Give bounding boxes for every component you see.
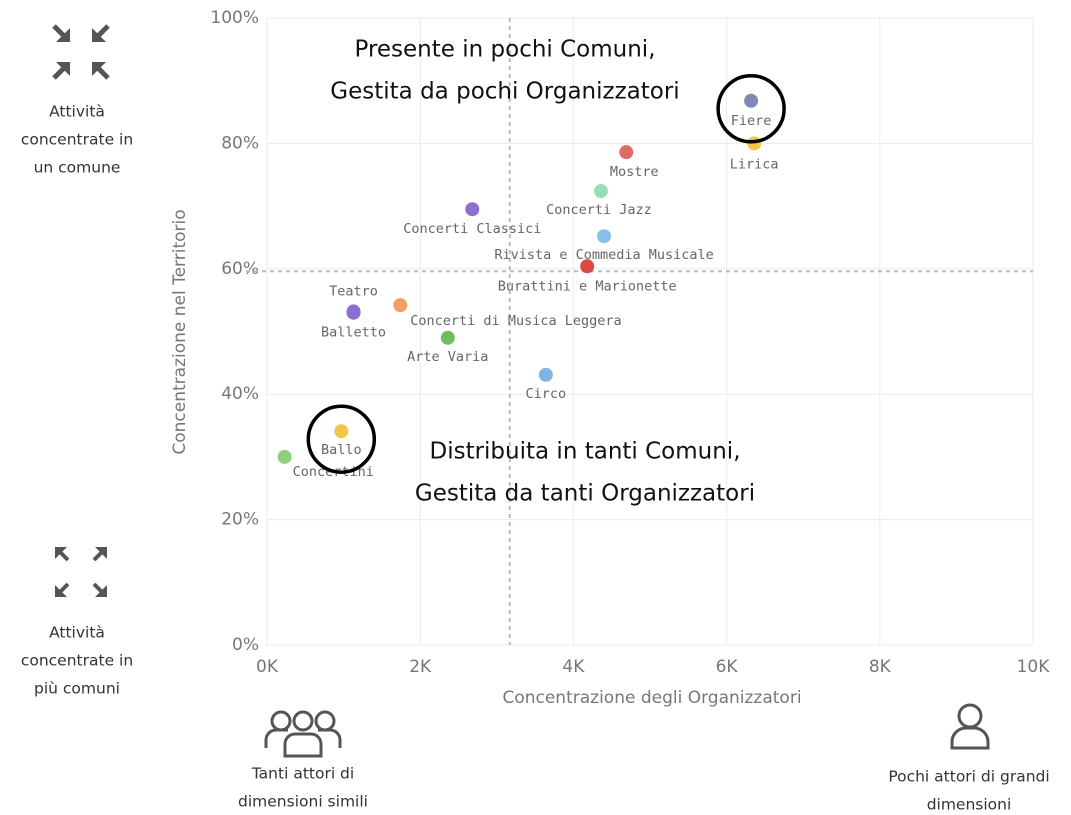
point bbox=[744, 93, 759, 108]
highlight-circle bbox=[716, 74, 786, 144]
point-label: Concerti di Musica Leggera bbox=[410, 313, 621, 329]
highlight-circle bbox=[306, 404, 377, 474]
point-label: Lirica bbox=[730, 156, 779, 172]
side-label: un comune bbox=[34, 159, 121, 177]
point-label: Balletto bbox=[321, 325, 386, 341]
y-tick-label: 60% bbox=[221, 259, 259, 279]
side-label: dimensioni simili bbox=[238, 793, 368, 811]
expand-icon bbox=[55, 547, 107, 597]
point bbox=[593, 184, 608, 199]
side-label: dimensioni bbox=[927, 796, 1012, 814]
y-tick-label: 0% bbox=[232, 635, 259, 655]
people-icon bbox=[264, 710, 342, 758]
x-tick-label: 4K bbox=[562, 657, 585, 677]
side-label: Attività bbox=[49, 624, 105, 642]
annotation: Distribuita in tanti Comuni, bbox=[429, 439, 740, 465]
point-label: Burattini e Marionette bbox=[498, 278, 677, 294]
point bbox=[619, 145, 634, 160]
x-tick-label: 6K bbox=[716, 657, 739, 677]
point-label: Circo bbox=[526, 386, 567, 402]
y-tick-label: 80% bbox=[221, 133, 259, 153]
point-label: Rivista e Commedia Musicale bbox=[494, 247, 713, 263]
y-tick-label: 100% bbox=[210, 8, 259, 28]
point-label: Concerti Jazz bbox=[546, 202, 652, 218]
x-tick-label: 10K bbox=[1017, 657, 1051, 677]
annotation: Presente in pochi Comuni, bbox=[354, 37, 655, 63]
side-label: Pochi attori di grandi bbox=[888, 768, 1049, 786]
point-label: Teatro bbox=[329, 283, 378, 299]
side-label: concentrate in bbox=[21, 131, 133, 149]
y-axis-title: Concentrazione nel Territorio bbox=[170, 209, 190, 454]
x-tick-label: 0K bbox=[256, 657, 279, 677]
point-label: Concerti Classici bbox=[403, 221, 541, 237]
side-label: Tanti attori di bbox=[251, 765, 354, 783]
point-label: Mostre bbox=[610, 164, 659, 180]
annotation: Gestita da tanti Organizzatori bbox=[415, 481, 755, 507]
point-label: Arte Varia bbox=[407, 349, 488, 365]
compress-icon bbox=[52, 24, 110, 80]
point bbox=[440, 330, 455, 345]
side-label: Attività bbox=[49, 103, 105, 121]
annotation: Gestita da pochi Organizzatori bbox=[330, 79, 679, 105]
point bbox=[346, 305, 361, 320]
x-tick-label: 2K bbox=[409, 657, 432, 677]
person-icon bbox=[950, 703, 990, 750]
point bbox=[597, 229, 612, 244]
point bbox=[277, 449, 292, 464]
side-label: concentrate in bbox=[21, 652, 133, 670]
point-label: Fiere bbox=[731, 113, 772, 129]
point bbox=[393, 298, 408, 313]
y-tick-label: 20% bbox=[221, 510, 259, 530]
point bbox=[465, 202, 480, 217]
point-label: Ballo bbox=[321, 442, 362, 458]
x-axis-title: Concentrazione degli Organizzatori bbox=[502, 688, 801, 708]
point bbox=[334, 424, 349, 439]
point bbox=[580, 259, 595, 274]
point bbox=[538, 367, 553, 382]
side-label: più comuni bbox=[34, 680, 120, 698]
y-tick-label: 40% bbox=[221, 384, 259, 404]
x-tick-label: 8K bbox=[869, 657, 892, 677]
